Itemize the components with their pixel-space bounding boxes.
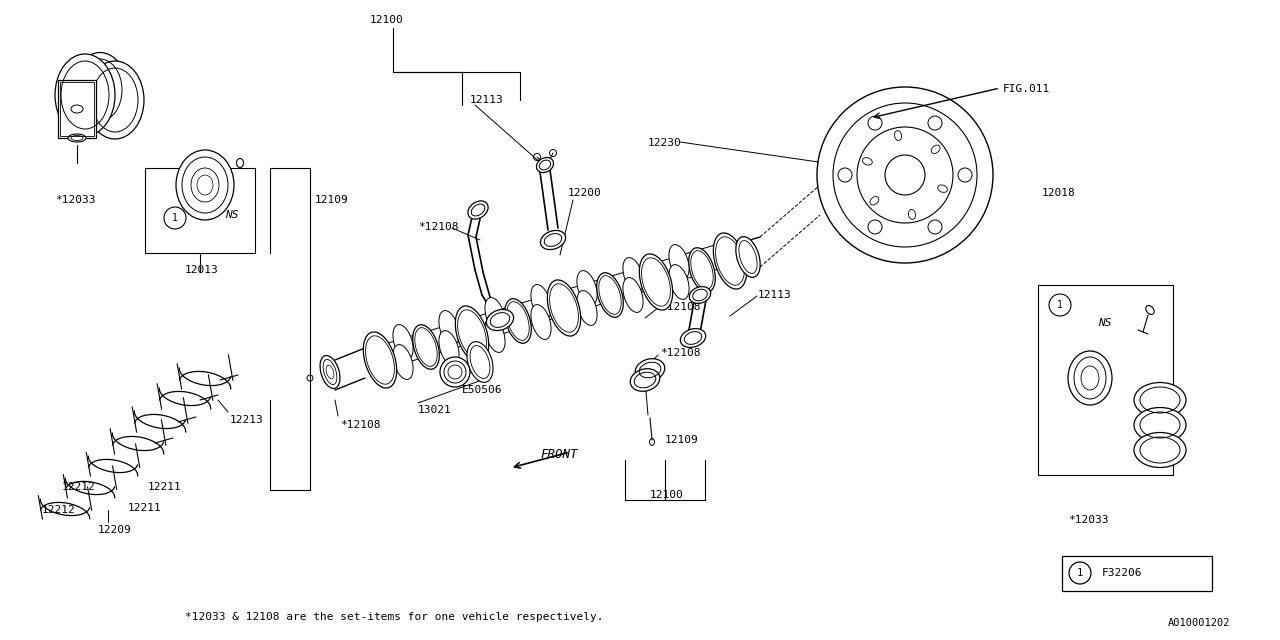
Ellipse shape xyxy=(467,342,493,382)
Text: 12200: 12200 xyxy=(568,188,602,198)
Text: 12212: 12212 xyxy=(42,505,76,515)
Text: NS: NS xyxy=(1098,318,1112,328)
Ellipse shape xyxy=(86,61,145,139)
Text: 1: 1 xyxy=(172,213,178,223)
Text: 12212: 12212 xyxy=(61,482,96,492)
Text: *12033 & 12108 are the set-items for one vehicle respectively.: *12033 & 12108 are the set-items for one… xyxy=(186,612,603,622)
Ellipse shape xyxy=(690,287,710,303)
Text: 12211: 12211 xyxy=(148,482,182,492)
Ellipse shape xyxy=(68,134,86,142)
Text: *12108: *12108 xyxy=(419,222,458,232)
Ellipse shape xyxy=(439,310,460,346)
Ellipse shape xyxy=(536,157,553,173)
Text: FIG.011: FIG.011 xyxy=(1004,84,1051,94)
Circle shape xyxy=(1050,294,1071,316)
Text: 12109: 12109 xyxy=(666,435,699,445)
Text: 12113: 12113 xyxy=(470,95,504,105)
Text: 12211: 12211 xyxy=(128,503,161,513)
Ellipse shape xyxy=(623,278,643,312)
Text: 1: 1 xyxy=(1076,568,1083,578)
Text: 12018: 12018 xyxy=(1042,188,1075,198)
Text: 12100: 12100 xyxy=(370,15,403,25)
Ellipse shape xyxy=(393,344,413,380)
Text: *12108: *12108 xyxy=(660,302,700,312)
Ellipse shape xyxy=(486,310,513,330)
Ellipse shape xyxy=(669,264,689,300)
Text: 13021: 13021 xyxy=(419,405,452,415)
Ellipse shape xyxy=(55,54,115,136)
Ellipse shape xyxy=(1068,351,1112,405)
Bar xyxy=(58,80,96,138)
Text: NS: NS xyxy=(225,210,239,220)
Ellipse shape xyxy=(468,201,488,219)
Ellipse shape xyxy=(1134,408,1187,442)
Ellipse shape xyxy=(531,285,552,319)
Ellipse shape xyxy=(669,244,689,280)
Bar xyxy=(1062,556,1212,591)
Text: *12108: *12108 xyxy=(660,348,700,358)
Text: 12230: 12230 xyxy=(648,138,682,148)
Ellipse shape xyxy=(548,280,581,336)
Ellipse shape xyxy=(577,271,596,305)
Ellipse shape xyxy=(1134,383,1187,417)
Text: 12209: 12209 xyxy=(99,525,132,535)
Text: 12213: 12213 xyxy=(230,415,264,425)
Ellipse shape xyxy=(485,298,506,332)
Text: *12033: *12033 xyxy=(1068,515,1108,525)
Ellipse shape xyxy=(713,233,746,289)
Circle shape xyxy=(164,207,186,229)
Text: FRONT: FRONT xyxy=(540,448,577,461)
Text: 12100: 12100 xyxy=(650,490,684,500)
Text: 12013: 12013 xyxy=(186,265,219,275)
Ellipse shape xyxy=(577,291,596,325)
Text: F32206: F32206 xyxy=(1102,568,1143,578)
Ellipse shape xyxy=(177,150,234,220)
Ellipse shape xyxy=(639,254,673,310)
Ellipse shape xyxy=(531,305,552,339)
Text: *12033: *12033 xyxy=(55,195,96,205)
Ellipse shape xyxy=(393,324,413,360)
Ellipse shape xyxy=(412,324,439,369)
Ellipse shape xyxy=(485,317,506,353)
Ellipse shape xyxy=(817,87,993,263)
Ellipse shape xyxy=(596,273,623,317)
Ellipse shape xyxy=(689,248,716,292)
Ellipse shape xyxy=(1134,433,1187,467)
Text: E50506: E50506 xyxy=(462,385,503,395)
Ellipse shape xyxy=(456,306,489,362)
Ellipse shape xyxy=(681,328,705,348)
Bar xyxy=(145,168,255,253)
Text: *12108: *12108 xyxy=(340,420,380,430)
Ellipse shape xyxy=(504,299,531,343)
Ellipse shape xyxy=(439,331,460,365)
Text: A010001202: A010001202 xyxy=(1167,618,1230,628)
Circle shape xyxy=(1069,562,1091,584)
Ellipse shape xyxy=(736,237,760,277)
Ellipse shape xyxy=(540,230,566,250)
Text: 1: 1 xyxy=(1057,300,1062,310)
Ellipse shape xyxy=(73,52,128,127)
Text: 12113: 12113 xyxy=(758,290,792,300)
Ellipse shape xyxy=(623,257,643,292)
Bar xyxy=(60,82,93,136)
Bar xyxy=(1038,285,1172,475)
Ellipse shape xyxy=(635,358,664,381)
Ellipse shape xyxy=(320,356,340,388)
Text: 12109: 12109 xyxy=(315,195,348,205)
Ellipse shape xyxy=(630,369,659,391)
Ellipse shape xyxy=(440,357,470,387)
Ellipse shape xyxy=(364,332,397,388)
